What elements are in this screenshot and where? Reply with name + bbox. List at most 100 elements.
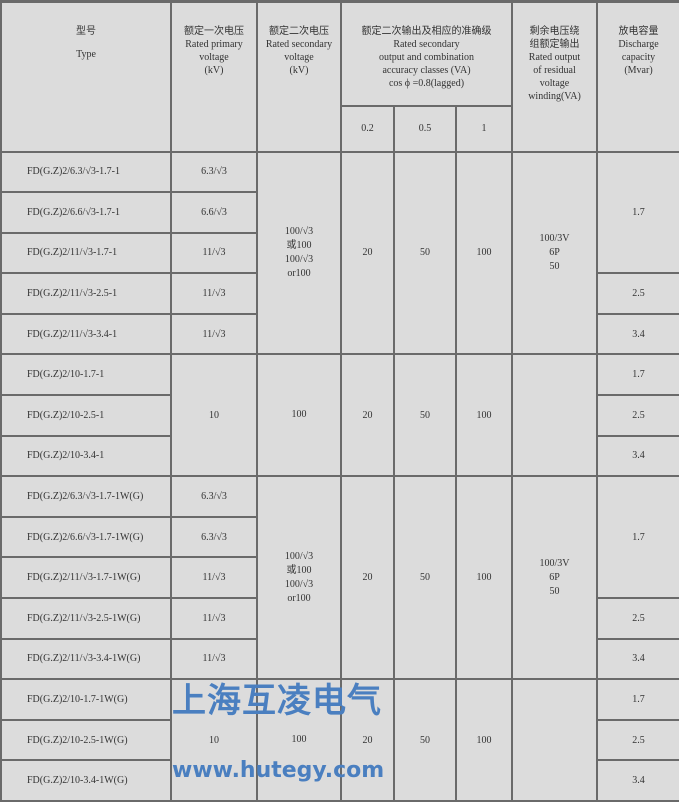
primary-voltage-cell: 11/√3: [170, 272, 258, 315]
type-cell: FD(G.Z)2/11/√3-1.7-1: [0, 231, 172, 275]
output-class-0.2-cell: 20: [340, 678, 395, 802]
header-line: 额定二次电压: [269, 26, 329, 37]
type-cell: FD(G.Z)2/6.3/√3-1.7-1W(G): [0, 475, 172, 518]
cell-line: 100/√3: [284, 253, 314, 265]
cell-line: 100/√3: [284, 578, 314, 590]
type-cell: FD(G.Z)2/6.6/√3-1.7-1W(G): [0, 515, 172, 559]
type-cell: FD(G.Z)2/10-3.4-1W(G): [0, 759, 172, 802]
header-line: 型号: [76, 26, 96, 37]
header-class-1: 1: [455, 104, 513, 153]
type-cell: FD(G.Z)2/10-1.7-1W(G): [0, 678, 172, 721]
discharge-capacity-cell: 1.7: [596, 353, 679, 397]
table-row: FD(G.Z)2/11/√3-2.5-1 11/√3 2.5: [0, 272, 679, 315]
header-class-0.2: 0.2: [340, 104, 395, 153]
type-cell: FD(G.Z)2/10-2.5-1W(G): [0, 718, 172, 762]
header-line: (kV): [289, 65, 309, 76]
header-line: 剩余电压绕: [529, 26, 580, 37]
header-line: of residual: [533, 65, 576, 76]
output-class-0.2-cell: 20: [340, 353, 395, 478]
header-line: voltage: [539, 78, 570, 89]
discharge-capacity-cell: 3.4: [596, 759, 679, 802]
discharge-capacity-cell: 1.7: [596, 475, 679, 600]
output-class-1-cell: 100: [455, 353, 513, 478]
header-discharge: 放电容量 Discharge capacity (Mvar): [596, 0, 679, 153]
primary-voltage-cell: 11/√3: [170, 231, 258, 275]
table-row: FD(G.Z)2/11/√3-3.4-1 11/√3 3.4: [0, 312, 679, 356]
table-row: FD(G.Z)2/10-2.5-1 2.5: [0, 394, 679, 437]
table-row: FD(G.Z)2/6.6/√3-1.7-1 6.6/√3: [0, 191, 679, 234]
secondary-voltage-cell: 100: [256, 353, 342, 478]
cell-line: or100: [287, 267, 311, 279]
cell-line: 100/√3: [284, 550, 314, 562]
discharge-capacity-cell: 3.4: [596, 637, 679, 681]
table-row: FD(G.Z)2/10-1.7-1 10 100 20 50 100 1.7: [0, 353, 679, 478]
header-line: 额定二次输出及相应的准确级: [361, 26, 492, 37]
type-cell: FD(G.Z)2/6.3/√3-1.7-1: [0, 150, 172, 194]
discharge-capacity-cell: 2.5: [596, 597, 679, 640]
secondary-voltage-cell: 100/√3 或100 100/√3 or100: [256, 150, 342, 356]
discharge-capacity-cell: 1.7: [596, 150, 679, 275]
header-line: Discharge: [618, 39, 659, 50]
cell-line: or100: [287, 592, 311, 604]
table-row: FD(G.Z)2/6.6/√3-1.7-1W(G) 6.3/√3: [0, 515, 679, 559]
cell-line: 或100: [286, 564, 312, 576]
table-row: FD(G.Z)2/11/√3-3.4-1W(G) 11/√3 3.4: [0, 637, 679, 681]
type-cell: FD(G.Z)2/10-3.4-1: [0, 434, 172, 478]
primary-voltage-cell: 11/√3: [170, 556, 258, 600]
cell-line: 50: [549, 260, 560, 272]
residual-output-cell: 100/3V 6P 50: [511, 150, 598, 356]
header-line: Rated secondary: [393, 39, 460, 50]
type-cell: FD(G.Z)2/11/√3-3.4-1: [0, 312, 172, 356]
residual-output-cell: 100/3V 6P 50: [511, 475, 598, 681]
output-class-0.5-cell: 50: [393, 678, 457, 802]
cell-line: 100/3V: [539, 557, 570, 569]
output-class-0.5-cell: 50: [393, 475, 457, 681]
residual-output-cell: [511, 678, 598, 802]
table-row: FD(G.Z)2/10-1.7-1W(G) 10 100 20 50 100 1.7: [0, 678, 679, 802]
output-class-0.5-cell: 50: [393, 353, 457, 478]
cell-line: 50: [549, 585, 560, 597]
primary-voltage-cell: 6.3/√3: [170, 475, 258, 518]
cell-line: 6P: [549, 246, 560, 258]
header-line: voltage: [284, 52, 314, 63]
table-row: FD(G.Z)2/6.3/√3-1.7-1W(G) 6.3/√3 100/√3 或10…: [0, 475, 679, 681]
header-line: 额定一次电压: [184, 26, 244, 37]
discharge-capacity-cell: 3.4: [596, 434, 679, 478]
table-row: FD(G.Z)2/11/√3-2.5-1W(G) 11/√3 2.5: [0, 597, 679, 640]
header-type: 型号 Type: [0, 0, 172, 153]
cell-line: 100: [291, 734, 307, 746]
header-line: cos ϕ =0.8(lagged): [388, 78, 465, 89]
residual-output-cell: [511, 353, 598, 478]
header-line: output and combination: [379, 52, 474, 63]
header-line: 放电容量: [618, 26, 659, 37]
header-line: 组额定输出: [529, 39, 580, 50]
header-line: Rated output: [528, 52, 581, 63]
header-accuracy: 额定二次输出及相应的准确级 Rated secondary output and c…: [340, 0, 513, 107]
header-line: winding(VA): [528, 91, 581, 102]
header-residual: 剩余电压绕组额定输出 Rated output of residual voltage…: [511, 0, 598, 153]
header-class-0.5: 0.5: [393, 104, 457, 153]
cell-line: 100/3V: [539, 232, 570, 244]
primary-voltage-cell: 11/√3: [170, 597, 258, 640]
table-row: FD(G.Z)2/6.3/√3-1.7-1 6.3/√3 100/√3 或100 100…: [0, 150, 679, 356]
table-row: FD(G.Z)2/10-3.4-1W(G) 3.4: [0, 759, 679, 802]
cell-line: 100/√3: [284, 225, 314, 237]
secondary-voltage-cell: 100: [256, 678, 342, 802]
discharge-capacity-cell: 1.7: [596, 678, 679, 721]
primary-voltage-cell: 10: [170, 353, 258, 478]
table-body: FD(G.Z)2/6.3/√3-1.7-1 6.3/√3 100/√3 或100 100…: [0, 150, 679, 802]
table-row: FD(G.Z)2/11/√3-1.7-1W(G) 11/√3: [0, 556, 679, 600]
type-cell: FD(G.Z)2/11/√3-3.4-1W(G): [0, 637, 172, 681]
table-row: FD(G.Z)2/11/√3-1.7-1 11/√3: [0, 231, 679, 275]
header-line: capacity: [621, 52, 656, 63]
secondary-voltage-cell: 100/√3 或100 100/√3 or100: [256, 475, 342, 681]
primary-voltage-cell: 6.6/√3: [170, 191, 258, 234]
table-row: FD(G.Z)2/10-2.5-1W(G) 2.5: [0, 718, 679, 762]
primary-voltage-cell: 11/√3: [170, 637, 258, 681]
cell-line: 6P: [549, 571, 560, 583]
primary-voltage-cell: 6.3/√3: [170, 515, 258, 559]
output-class-0.2-cell: 20: [340, 475, 395, 681]
discharge-capacity-cell: 3.4: [596, 312, 679, 356]
header-line: (Mvar): [624, 65, 653, 76]
type-cell: FD(G.Z)2/11/√3-1.7-1W(G): [0, 556, 172, 600]
